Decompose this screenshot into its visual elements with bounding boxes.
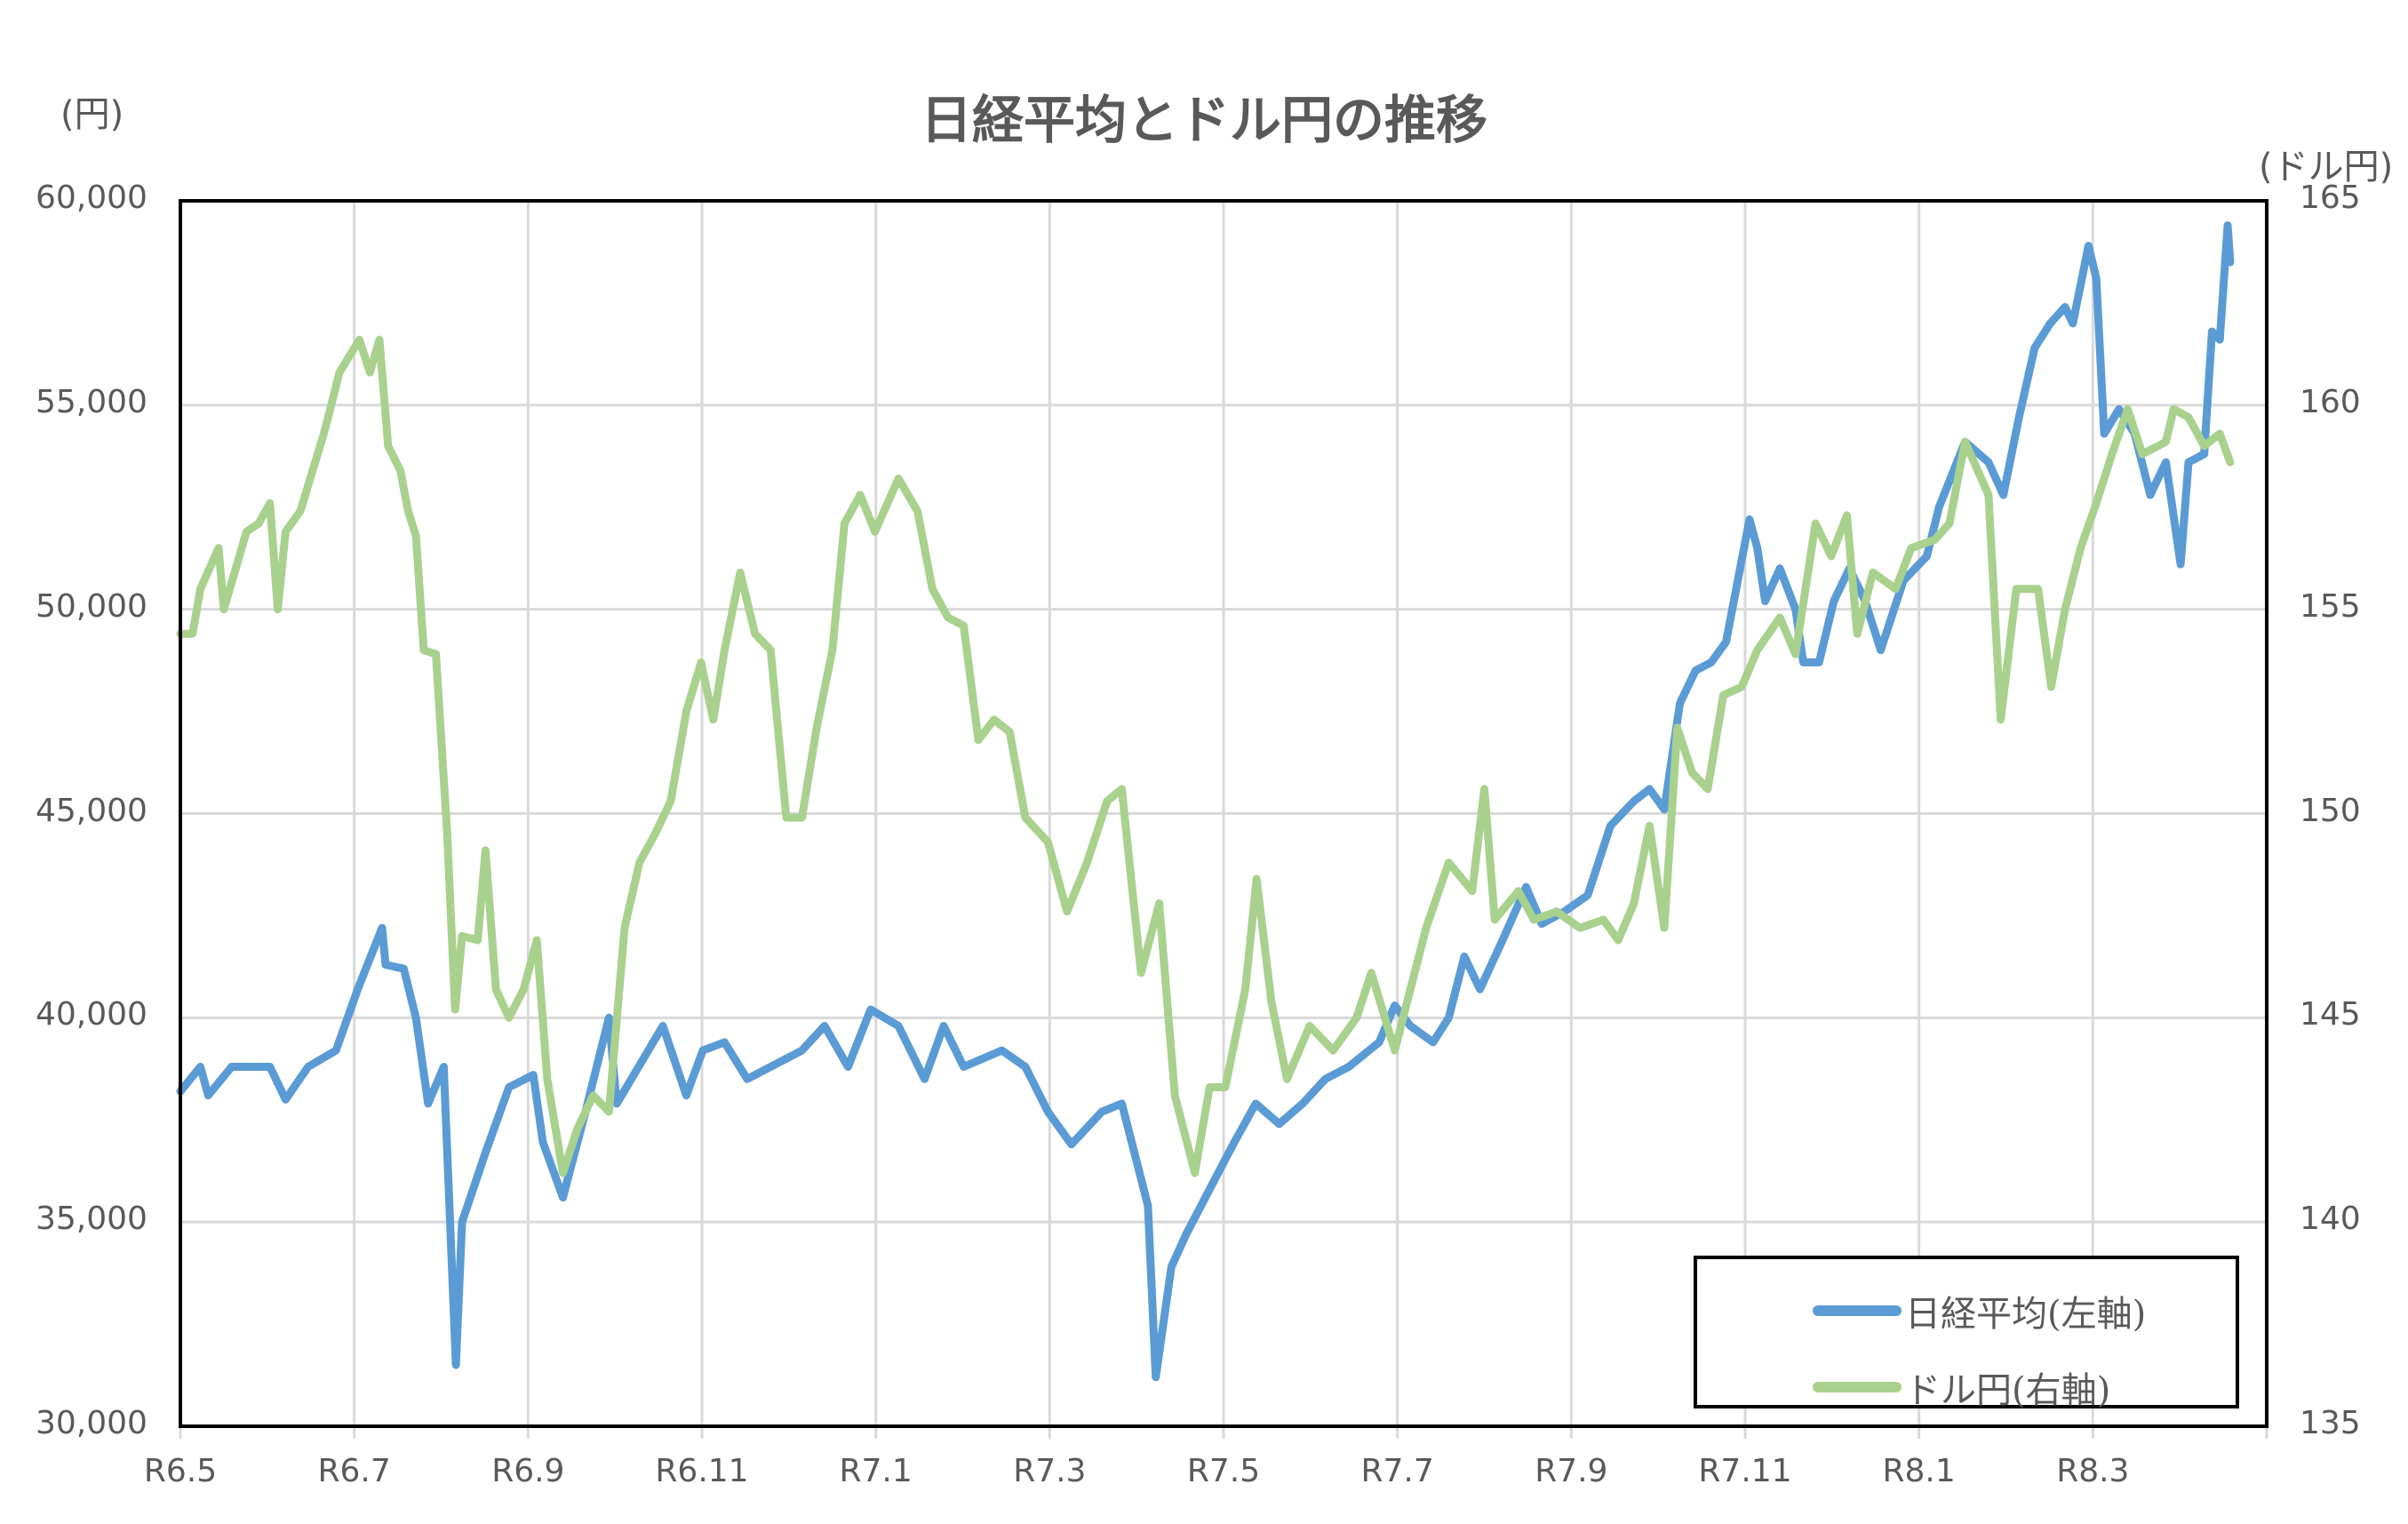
left-axis-unit: (円) xyxy=(60,94,124,135)
gridlines xyxy=(179,199,2268,1439)
legend: 日経平均(左軸) ドル円(右軸) xyxy=(1694,1256,2239,1411)
left-axis-tick: 30,000 xyxy=(36,1405,148,1441)
legend-swatch-usdjpy xyxy=(1813,1382,1902,1392)
legend-label-usdjpy: ドル円(右軸) xyxy=(1905,1370,2111,1411)
x-axis-tick: R7.1 xyxy=(839,1453,913,1489)
left-axis-tick: 45,000 xyxy=(36,792,148,829)
legend-item-usdjpy: ドル円(右軸) xyxy=(1813,1360,2110,1414)
right-axis-unit: (ドル円) xyxy=(2259,147,2394,188)
nikkei-line xyxy=(176,221,2235,1382)
x-axis-tick: R8.3 xyxy=(2056,1453,2130,1489)
left-axis-tick: 55,000 xyxy=(36,383,148,420)
x-axis-tick: R7.5 xyxy=(1186,1453,1261,1489)
right-axis-tick: 155 xyxy=(2300,587,2361,625)
x-axis-tick: R7.3 xyxy=(1013,1453,1087,1489)
plot-area-frame xyxy=(179,199,2268,1428)
legend-swatch-nikkei xyxy=(1813,1305,1902,1316)
x-axis-tick: R6.11 xyxy=(655,1453,749,1489)
right-axis-tick: 135 xyxy=(2300,1405,2361,1441)
usdjpy-line xyxy=(176,335,2235,1177)
x-axis-tick: R6.7 xyxy=(317,1453,391,1489)
x-axis-tick: R8.1 xyxy=(1882,1453,1956,1489)
x-axis-tick: R7.9 xyxy=(1535,1453,1608,1489)
right-axis-tick: 165 xyxy=(2300,180,2361,216)
right-axis-tick: 160 xyxy=(2300,383,2361,420)
right-axis-tick: 150 xyxy=(2300,792,2361,829)
x-axis-tick: R6.5 xyxy=(143,1453,218,1489)
chart-title: 日経平均とドル円の推移 xyxy=(920,90,1487,150)
right-axis-tick: 140 xyxy=(2300,1201,2361,1238)
left-axis-tick: 40,000 xyxy=(36,996,148,1033)
left-axis-tick: 50,000 xyxy=(36,587,148,625)
x-axis-tick: R6.9 xyxy=(491,1453,565,1489)
legend-item-nikkei: 日経平均(左軸) xyxy=(1813,1284,2146,1337)
x-axis-tick: R7.7 xyxy=(1360,1453,1434,1489)
series-layer xyxy=(176,221,2235,1382)
left-axis-tick: 35,000 xyxy=(36,1201,148,1238)
x-axis-tick: R7.11 xyxy=(1698,1453,1792,1489)
legend-label-nikkei: 日経平均(左軸) xyxy=(1905,1294,2147,1335)
left-axis-tick: 60,000 xyxy=(36,180,148,216)
right-axis-tick: 145 xyxy=(2300,996,2361,1033)
